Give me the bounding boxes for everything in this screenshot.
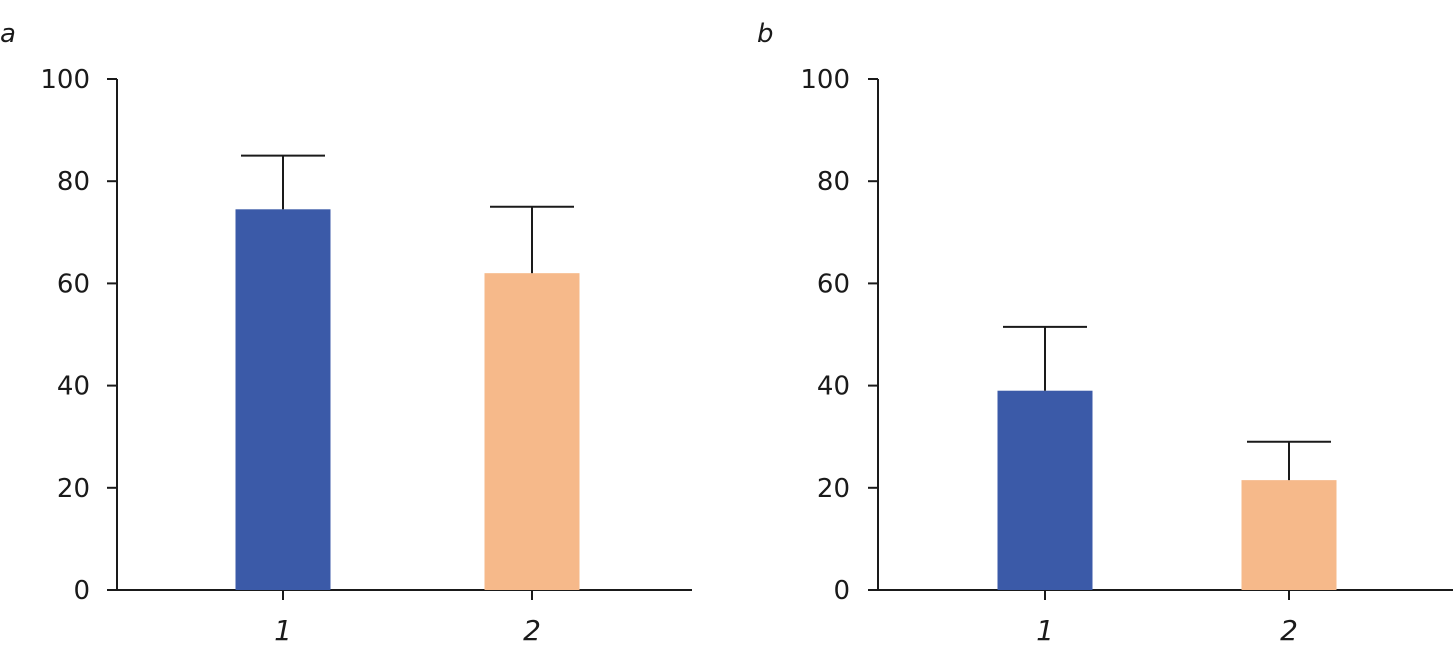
y-tick-label: 100 bbox=[40, 65, 90, 95]
bar bbox=[997, 390, 1093, 590]
y-tick-label: 80 bbox=[817, 167, 850, 197]
y-tick-label: 60 bbox=[817, 269, 850, 299]
y-tick-label: 60 bbox=[57, 269, 90, 299]
y-tick-label: 20 bbox=[817, 474, 850, 504]
bar bbox=[1241, 480, 1337, 590]
panel-label: a bbox=[0, 19, 16, 49]
y-tick-label: 100 bbox=[800, 65, 850, 95]
y-tick-label: 80 bbox=[57, 167, 90, 197]
y-tick-label: 40 bbox=[57, 372, 90, 402]
chart-panel-a: a 0 20 40 60 80 100 1 2 bbox=[0, 19, 692, 647]
panel-label: b bbox=[757, 19, 774, 49]
bar bbox=[484, 273, 580, 590]
chart-panel-b: b 0 20 40 60 80 100 1 2 bbox=[757, 19, 1453, 647]
y-tick-label: 0 bbox=[73, 576, 90, 606]
y-tick-label: 0 bbox=[833, 576, 850, 606]
y-tick-label: 20 bbox=[57, 474, 90, 504]
y-tick-label: 40 bbox=[817, 372, 850, 402]
x-tick-label: 2 bbox=[523, 614, 541, 647]
x-tick-label: 1 bbox=[1036, 614, 1054, 647]
x-tick-label: 1 bbox=[274, 614, 292, 647]
bar bbox=[235, 209, 331, 590]
x-tick-label: 2 bbox=[1280, 614, 1298, 647]
